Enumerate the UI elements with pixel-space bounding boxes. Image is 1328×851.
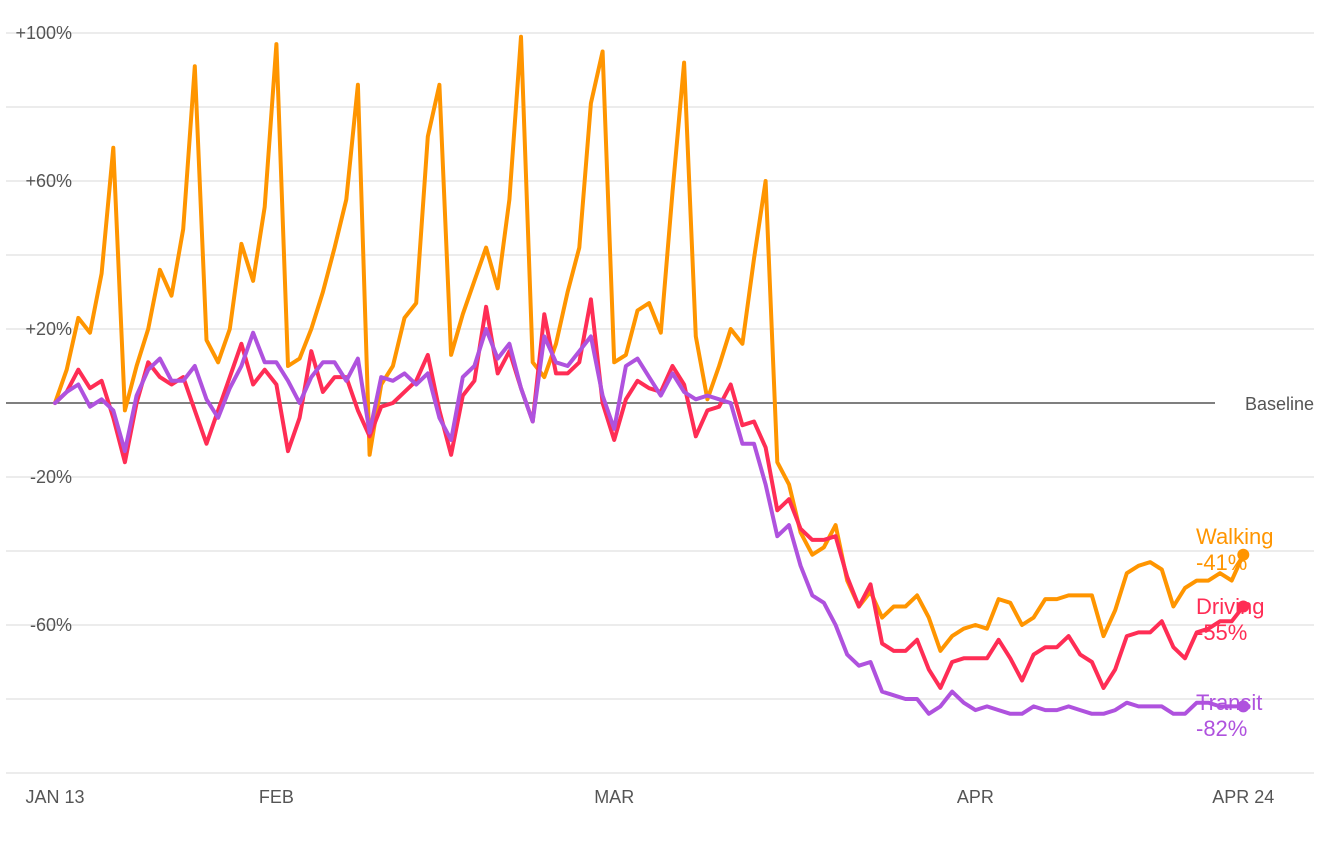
series-end-labels: Walking-41% Driving-55% Transit-82% (1196, 524, 1273, 741)
y-tick-label: +100% (15, 23, 72, 43)
series-name-label: Transit (1196, 690, 1262, 715)
y-tick-label: +20% (25, 319, 72, 339)
y-tick-label: -20% (30, 467, 72, 487)
series-line-driving (53, 297, 1246, 690)
series-line-transit (53, 327, 1246, 716)
x-axis-ticks: JAN 13 FEB MAR APR APR 24 (25, 787, 1274, 807)
series-lines (53, 34, 1250, 716)
y-axis-ticks: +100% +60% +20% -20% -60% (15, 23, 72, 635)
x-tick-label: APR (957, 787, 994, 807)
x-tick-label: MAR (594, 787, 634, 807)
x-tick-label: APR 24 (1212, 787, 1274, 807)
x-tick-label: JAN 13 (25, 787, 84, 807)
y-tick-label: -60% (30, 615, 72, 635)
y-tick-label: +60% (25, 171, 72, 191)
baseline-label: Baseline (1245, 394, 1314, 414)
x-tick-label: FEB (259, 787, 294, 807)
series-end-point-walking (1237, 548, 1250, 561)
series-end-point-transit (1237, 700, 1250, 713)
series-end-value-label: -55% (1196, 620, 1247, 645)
series-end-value-label: -41% (1196, 550, 1247, 575)
series-name-label: Driving (1196, 594, 1264, 619)
series-end-point-driving (1237, 600, 1250, 613)
series-end-value-label: -82% (1196, 716, 1247, 741)
series-line-walking (53, 34, 1246, 653)
series-name-label: Walking (1196, 524, 1273, 549)
